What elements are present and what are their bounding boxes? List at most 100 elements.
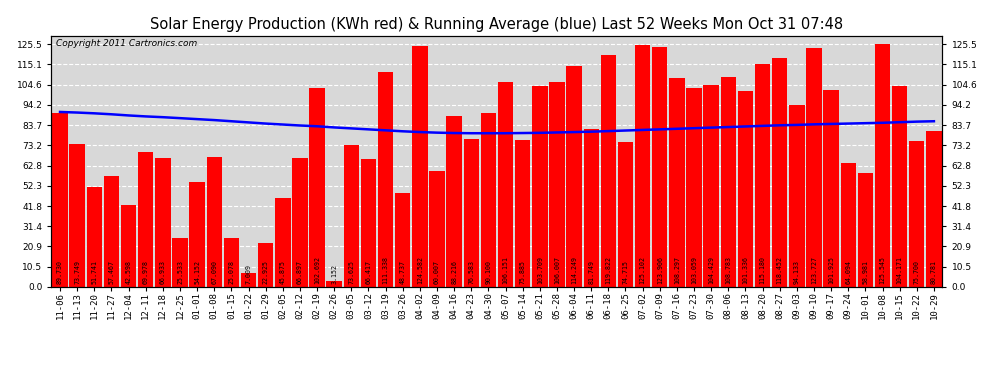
Text: 89.730: 89.730 [57, 260, 63, 284]
Text: 90.100: 90.100 [485, 260, 491, 284]
Text: 94.133: 94.133 [794, 260, 800, 284]
Text: 124.582: 124.582 [417, 256, 423, 284]
Text: 66.897: 66.897 [297, 260, 303, 284]
Text: 48.737: 48.737 [400, 260, 406, 284]
Text: 42.598: 42.598 [126, 260, 132, 284]
Bar [207, 157, 222, 287]
Bar [754, 64, 770, 287]
Bar [430, 171, 445, 287]
Bar [481, 113, 496, 287]
Bar [498, 82, 513, 287]
Text: 45.875: 45.875 [280, 260, 286, 284]
Text: 125.545: 125.545 [879, 256, 885, 284]
Text: 54.152: 54.152 [194, 260, 200, 284]
Text: 66.417: 66.417 [365, 260, 371, 284]
Bar [669, 78, 685, 287]
Bar [241, 273, 256, 287]
Bar [857, 173, 873, 287]
Bar [515, 140, 531, 287]
Text: 103.059: 103.059 [691, 256, 697, 284]
Bar [704, 85, 719, 287]
Text: 3.152: 3.152 [332, 264, 338, 284]
Text: 80.781: 80.781 [931, 260, 937, 284]
Text: 75.885: 75.885 [520, 260, 526, 284]
Text: 114.249: 114.249 [571, 256, 577, 284]
Bar [789, 105, 805, 287]
Text: 25.533: 25.533 [177, 260, 183, 284]
Bar [875, 44, 890, 287]
Bar [721, 76, 736, 287]
Bar [344, 145, 359, 287]
Bar [772, 58, 787, 287]
Bar [686, 88, 702, 287]
Text: 60.007: 60.007 [434, 260, 440, 284]
Bar [69, 144, 85, 287]
Text: 101.336: 101.336 [742, 256, 748, 284]
Text: 64.094: 64.094 [845, 260, 851, 284]
Text: 73.625: 73.625 [348, 260, 354, 284]
Bar [309, 88, 325, 287]
Text: 108.783: 108.783 [726, 256, 732, 284]
Bar [155, 158, 170, 287]
Bar [104, 176, 119, 287]
Text: 73.749: 73.749 [74, 260, 80, 284]
Bar [909, 141, 925, 287]
Bar [841, 163, 856, 287]
Text: 108.297: 108.297 [674, 256, 680, 284]
Bar [652, 47, 667, 287]
Text: 74.715: 74.715 [623, 260, 629, 284]
Bar [806, 48, 822, 287]
Bar [224, 238, 240, 287]
Text: 66.933: 66.933 [159, 260, 166, 284]
Text: 76.583: 76.583 [468, 260, 474, 284]
Bar [360, 159, 376, 287]
Text: 75.700: 75.700 [914, 260, 920, 284]
Bar [138, 152, 153, 287]
Text: 103.709: 103.709 [537, 256, 543, 284]
Text: 106.151: 106.151 [503, 256, 509, 284]
Bar [824, 90, 839, 287]
Bar [738, 91, 753, 287]
Bar [52, 114, 67, 287]
Bar [121, 204, 137, 287]
Bar [378, 72, 393, 287]
Text: 106.007: 106.007 [554, 256, 560, 284]
Bar [618, 142, 634, 287]
Text: 104.171: 104.171 [897, 256, 903, 284]
Text: 69.978: 69.978 [143, 260, 148, 284]
Text: 104.429: 104.429 [708, 256, 714, 284]
Text: 25.078: 25.078 [229, 260, 235, 284]
Bar [549, 82, 564, 287]
Bar [292, 158, 308, 287]
Bar [927, 131, 941, 287]
Bar [412, 46, 428, 287]
Bar [566, 66, 582, 287]
Title: Solar Energy Production (KWh red) & Running Average (blue) Last 52 Weeks Mon Oct: Solar Energy Production (KWh red) & Runn… [150, 16, 843, 32]
Bar [463, 139, 479, 287]
Bar [327, 281, 342, 287]
Bar [258, 243, 273, 287]
Bar [189, 182, 205, 287]
Text: 119.822: 119.822 [605, 256, 612, 284]
Text: 7.009: 7.009 [246, 264, 251, 284]
Text: 125.102: 125.102 [640, 256, 645, 284]
Text: Copyright 2011 Cartronics.com: Copyright 2011 Cartronics.com [55, 39, 197, 48]
Text: 51.741: 51.741 [91, 260, 97, 284]
Text: 123.727: 123.727 [811, 256, 817, 284]
Bar [583, 129, 599, 287]
Text: 22.925: 22.925 [262, 260, 268, 284]
Bar [446, 116, 462, 287]
Text: 118.452: 118.452 [777, 256, 783, 284]
Text: 111.338: 111.338 [382, 256, 389, 284]
Bar [892, 86, 908, 287]
Bar [275, 198, 290, 287]
Bar [532, 86, 547, 287]
Bar [601, 55, 616, 287]
Text: 115.180: 115.180 [759, 256, 765, 284]
Text: 67.090: 67.090 [211, 260, 217, 284]
Bar [172, 237, 188, 287]
Bar [86, 187, 102, 287]
Text: 58.981: 58.981 [862, 260, 868, 284]
Text: 57.467: 57.467 [109, 260, 115, 284]
Text: 123.906: 123.906 [656, 256, 662, 284]
